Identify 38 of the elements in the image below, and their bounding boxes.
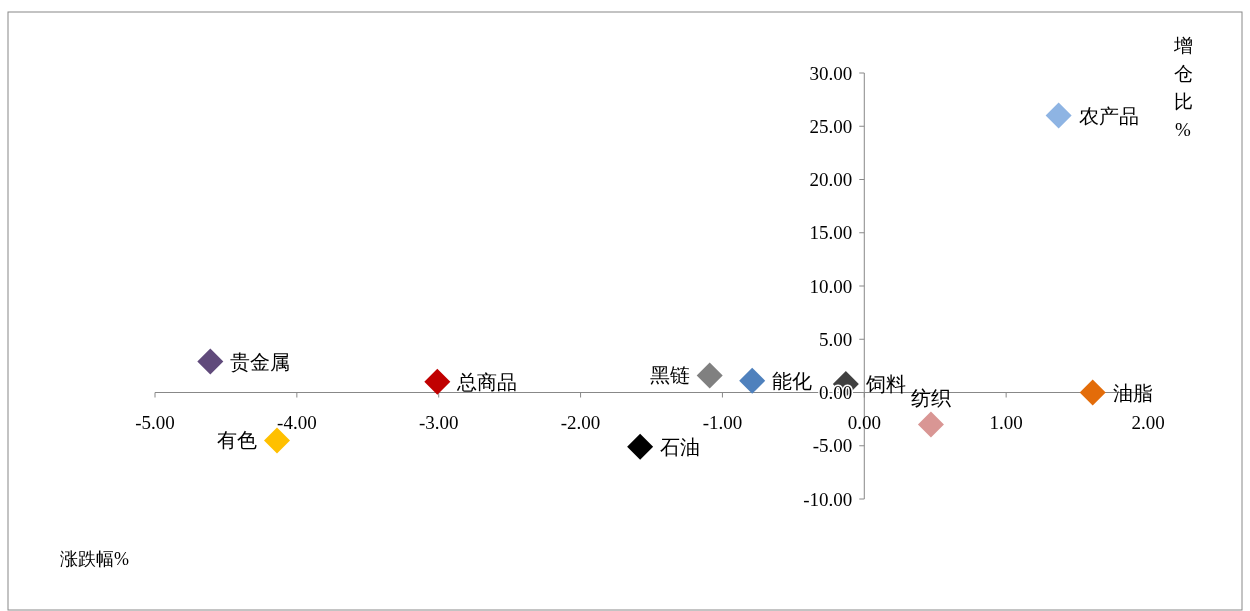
y-axis-title: 增仓比%	[1172, 35, 1193, 140]
point	[917, 411, 944, 438]
series-label: 纺织	[910, 387, 951, 410]
series-label: 黑链	[649, 364, 690, 387]
x-tick-label: 0.00	[847, 411, 881, 433]
y-tick-label: 10.00	[809, 275, 853, 297]
point	[424, 368, 451, 395]
series-label: 能化	[772, 369, 813, 392]
series-label: 有色	[217, 429, 257, 452]
series-label: 总商品	[456, 370, 518, 393]
point	[1079, 379, 1106, 406]
y-tick-label: -5.00	[812, 435, 853, 457]
x-tick-label: -5.00	[135, 411, 175, 433]
series-label: 贵金属	[230, 350, 291, 373]
series-label: 油脂	[1112, 381, 1153, 404]
point	[264, 427, 290, 454]
point	[627, 433, 654, 460]
y-tick-label: 15.00	[809, 222, 853, 244]
x-tick-label: 2.00	[1131, 411, 1165, 433]
point	[696, 362, 723, 389]
point	[739, 367, 766, 394]
series-label: 石油	[660, 435, 701, 458]
x-axis-title: 涨跌幅%	[60, 549, 129, 569]
y-tick-label: 25.00	[809, 115, 853, 137]
x-tick-label: 1.00	[989, 411, 1023, 433]
x-tick-label: -1.00	[702, 411, 743, 433]
y-tick-label: 0.00	[819, 382, 853, 404]
y-tick-label: 20.00	[809, 169, 853, 191]
y-tick-label: 30.00	[809, 62, 853, 84]
x-tick-label: -3.00	[418, 411, 459, 433]
point	[1045, 102, 1072, 129]
series-label: 农产品	[1078, 104, 1139, 127]
x-tick-label: -4.00	[277, 411, 317, 433]
x-tick-label: -2.00	[560, 411, 601, 433]
y-tick-label: 5.00	[819, 328, 853, 350]
series-label: 饲料	[864, 372, 906, 395]
point	[197, 348, 224, 375]
y-tick-label: -10.00	[803, 488, 853, 510]
